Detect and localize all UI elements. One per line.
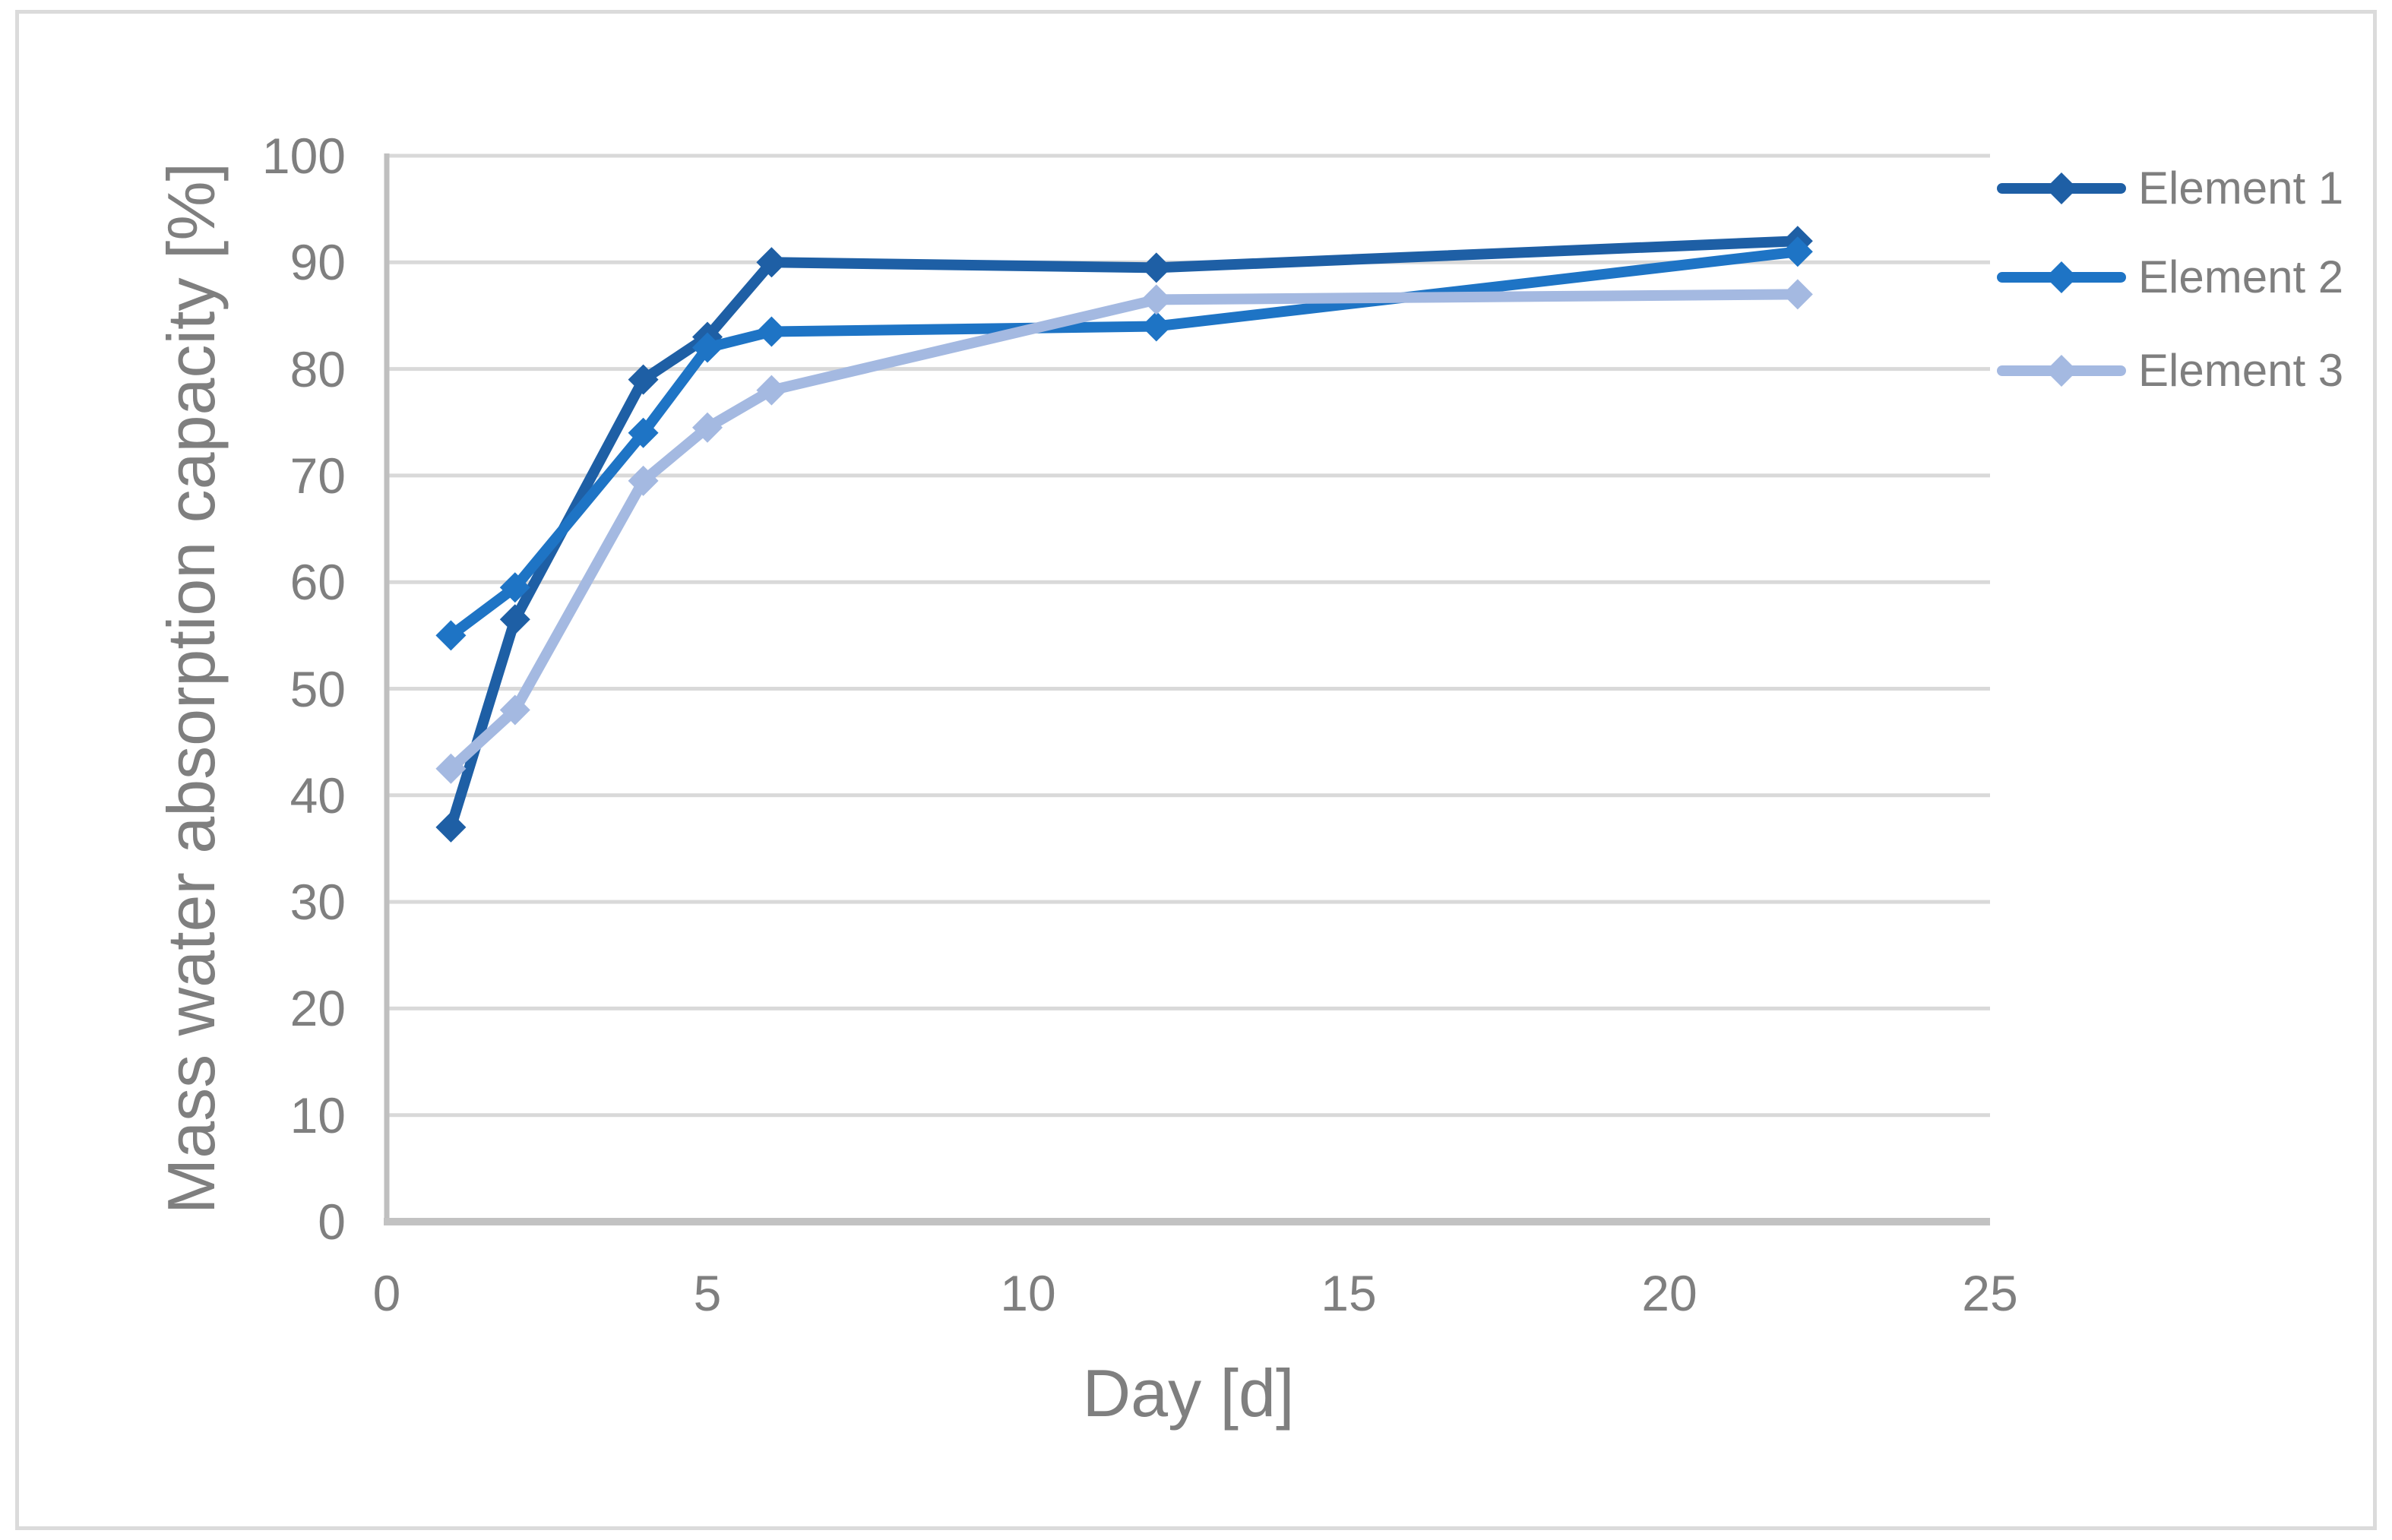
data-point-element-3-day-6 — [756, 375, 787, 406]
y-tick-label-60: 60 — [290, 554, 346, 611]
data-point-element-3-day-2 — [499, 694, 530, 726]
data-point-element-1-day-1 — [435, 811, 467, 843]
x-tick-label-5: 5 — [693, 1265, 722, 1321]
data-point-element-3-day-5 — [692, 412, 723, 443]
legend-item-element-1: Element 1 — [1997, 162, 2343, 215]
data-point-element-2-day-1 — [435, 620, 467, 651]
legend-marker-icon — [1997, 261, 2126, 293]
y-tick-label-50: 50 — [290, 660, 346, 717]
y-tick-label-10: 10 — [290, 1086, 346, 1143]
x-tick-label-15: 15 — [1321, 1265, 1377, 1321]
legend-marker-icon — [1997, 172, 2126, 204]
data-point-element-2-day-22 — [1782, 236, 1813, 267]
legend-label: Element 2 — [2138, 251, 2344, 302]
data-point-element-1-day-12 — [1141, 252, 1172, 283]
y-tick-label-40: 40 — [290, 767, 346, 824]
x-axis-title: Day [d] — [1082, 1355, 1295, 1431]
y-tick-label-20: 20 — [290, 980, 346, 1037]
data-point-element-1-day-6 — [756, 247, 787, 278]
legend-item-element-2: Element 2 — [1997, 251, 2343, 304]
y-tick-label-90: 90 — [290, 234, 346, 291]
legend-label: Element 3 — [2138, 345, 2344, 396]
x-tick-label-20: 20 — [1641, 1265, 1697, 1321]
y-tick-label-70: 70 — [290, 447, 346, 504]
legend-label: Element 1 — [2138, 163, 2344, 213]
data-point-element-2-day-5 — [692, 332, 723, 363]
legend-item-element-3: Element 3 — [1997, 344, 2343, 397]
data-point-element-2-day-2 — [499, 572, 530, 603]
x-tick-label-0: 0 — [372, 1265, 401, 1321]
data-point-element-2-day-6 — [756, 316, 787, 347]
y-tick-label-0: 0 — [318, 1194, 346, 1250]
data-point-element-1-day-4 — [628, 364, 659, 395]
x-tick-label-25: 25 — [1962, 1265, 2018, 1321]
y-tick-label-30: 30 — [290, 874, 346, 931]
data-point-element-2-day-12 — [1141, 311, 1172, 342]
y-tick-label-100: 100 — [261, 128, 346, 184]
y-tick-label-80: 80 — [290, 340, 346, 397]
x-tick-label-10: 10 — [1000, 1265, 1056, 1321]
data-point-element-2-day-4 — [628, 417, 659, 448]
legend-marker-icon — [1997, 355, 2126, 387]
data-point-element-1-day-2 — [499, 604, 530, 635]
series-line-3 — [447, 289, 1798, 773]
data-point-element-3-day-22 — [1782, 279, 1813, 310]
data-point-element-3-day-1 — [435, 753, 467, 784]
data-point-element-3-day-4 — [628, 465, 659, 496]
data-point-element-3-day-12 — [1141, 284, 1172, 315]
